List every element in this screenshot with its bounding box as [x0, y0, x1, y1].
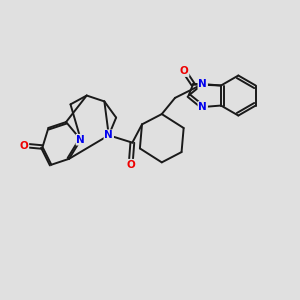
Text: N: N — [104, 130, 113, 140]
Text: O: O — [127, 160, 135, 170]
Text: N: N — [198, 79, 207, 89]
Text: N: N — [76, 135, 85, 145]
Text: O: O — [180, 66, 189, 76]
Text: O: O — [20, 141, 28, 151]
Text: N: N — [198, 102, 207, 112]
